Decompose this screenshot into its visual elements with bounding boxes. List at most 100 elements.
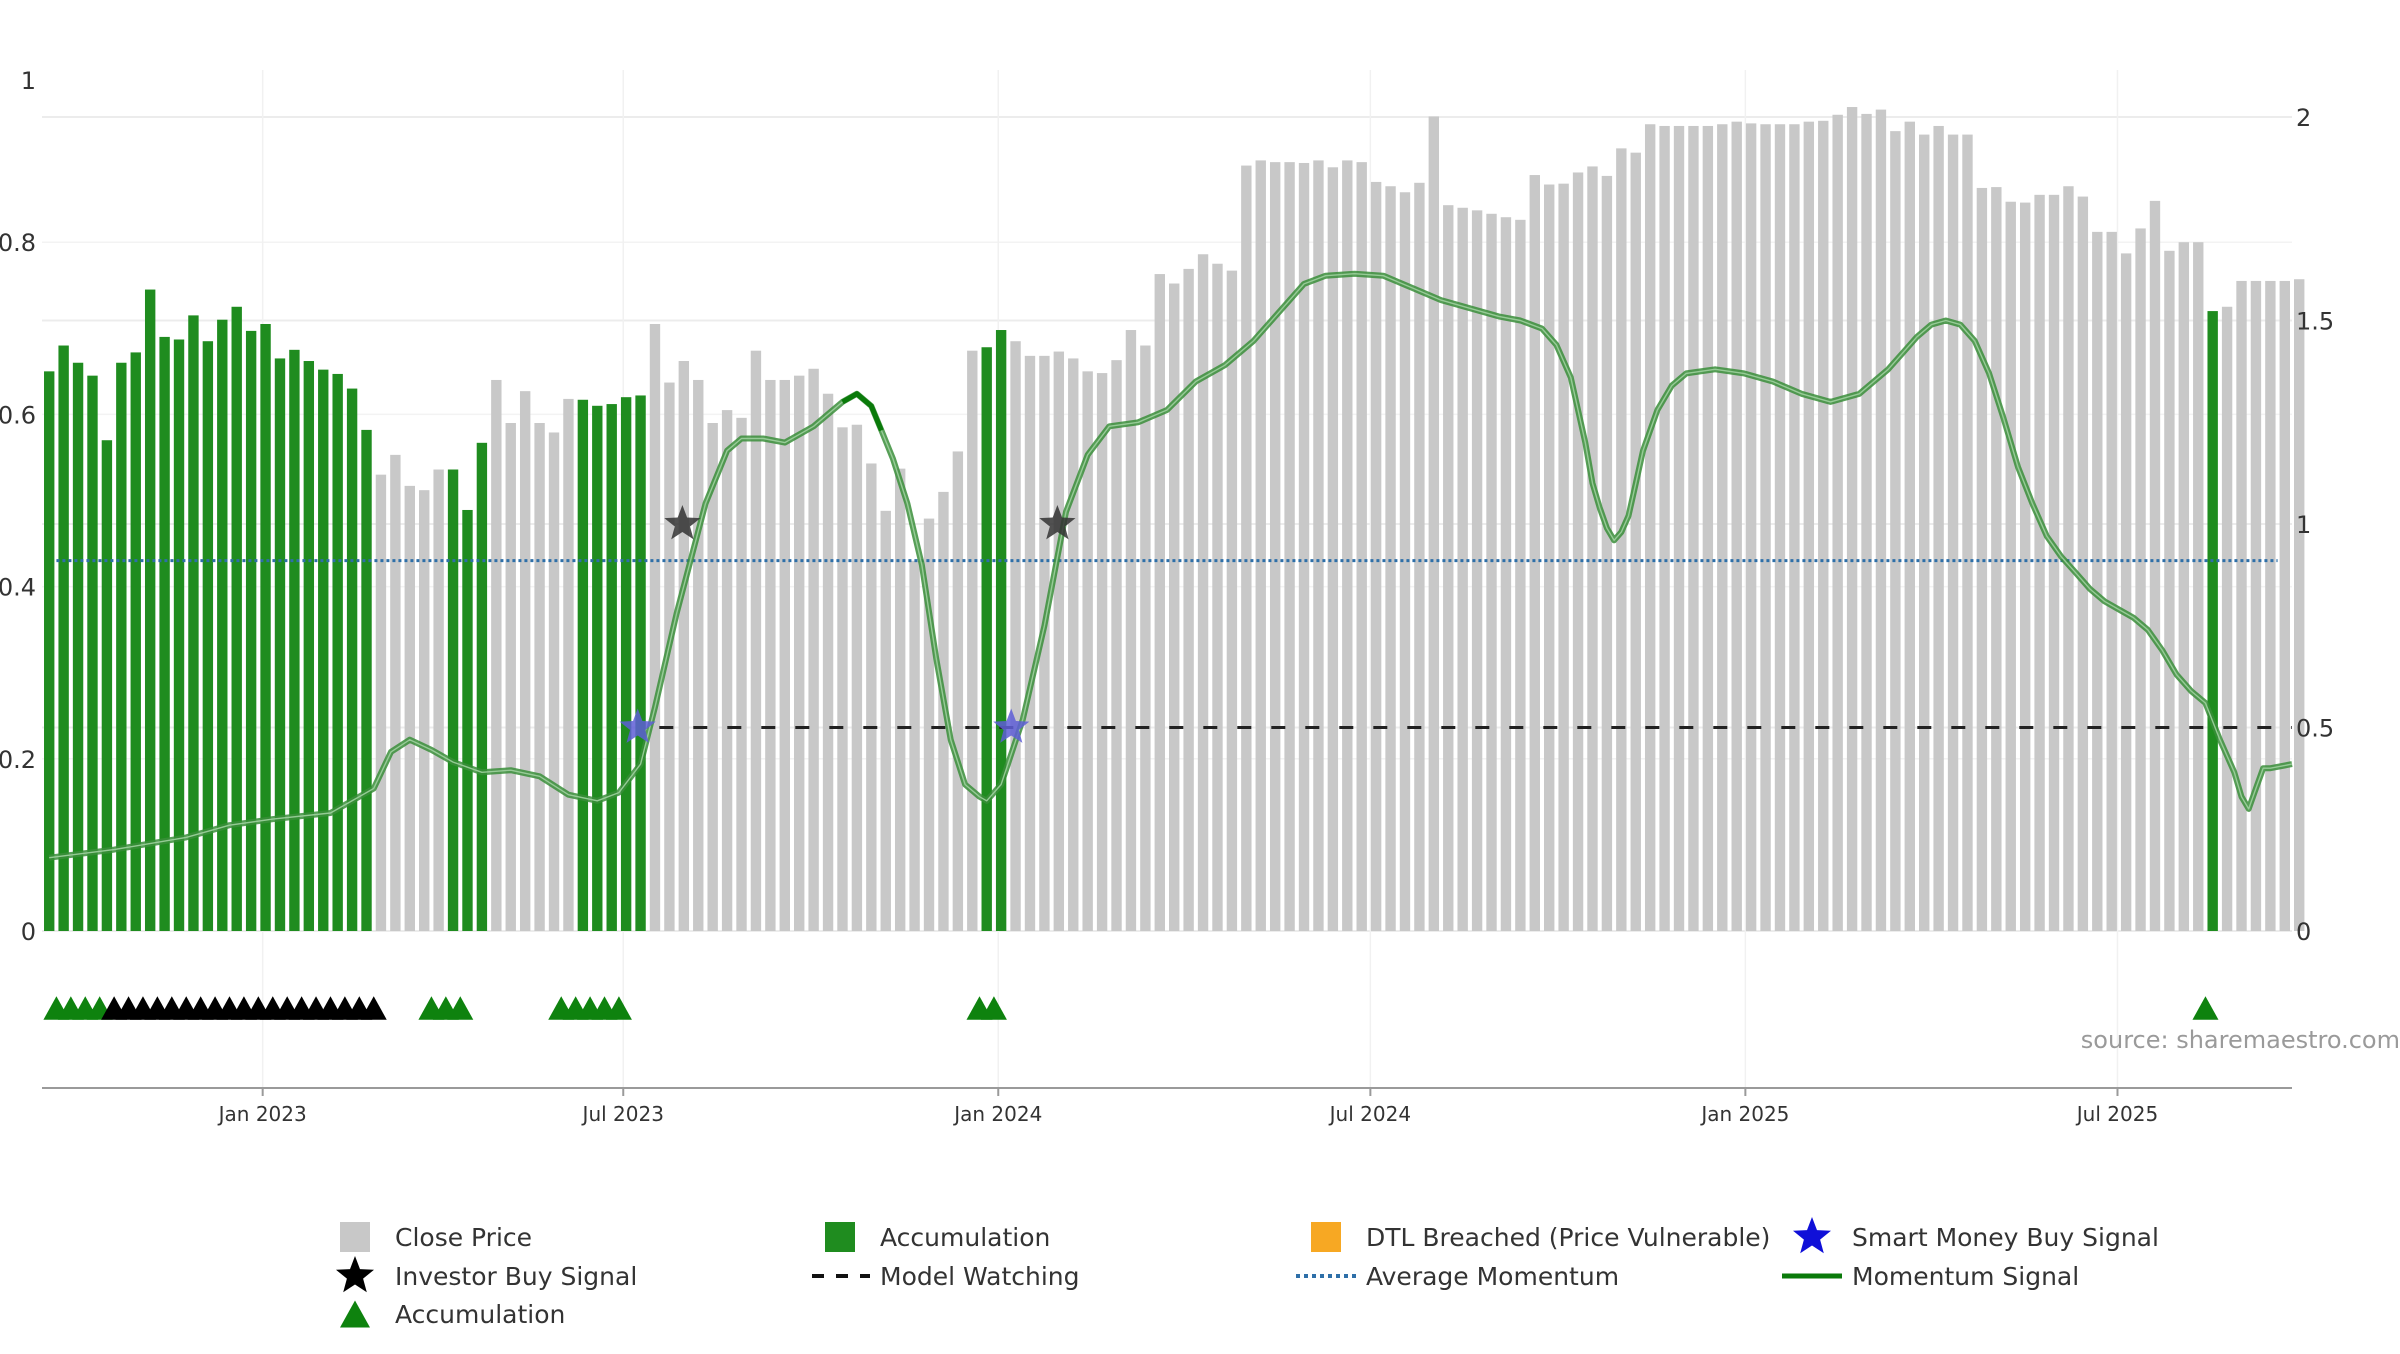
close-price-bar: [1096, 373, 1108, 931]
legend-item-momentum: Momentum Signal: [1782, 1262, 2079, 1291]
close-price-bar: [1846, 107, 1858, 931]
close-price-bar: [750, 350, 762, 931]
close-price-bar: [1284, 162, 1295, 931]
source-label: source: sharemaestro.com: [2081, 1026, 2400, 1054]
close-price-bar: [779, 379, 790, 932]
close-price-bar: [1976, 187, 1988, 931]
legend-item-accumulation_bar: Accumulation: [825, 1222, 1050, 1252]
close-price-bar: [1500, 217, 1512, 931]
close-price-bar: [1587, 166, 1598, 931]
close-price-bar: [1832, 114, 1843, 932]
close-price-bar: [1313, 160, 1324, 931]
accumulation-bar: [332, 373, 343, 932]
signal-triangles: [43, 996, 2219, 1020]
legend-square-icon: [1311, 1222, 1341, 1252]
accumulation-bar: [2207, 311, 2218, 932]
close-price-bar: [808, 368, 819, 932]
close-price-bar: [2221, 306, 2233, 931]
accumulation-bar: [318, 369, 329, 931]
x-tick-label: Jan 2025: [1699, 1102, 1789, 1126]
close-price-bar: [1947, 134, 1959, 931]
accumulation-bar: [361, 429, 372, 931]
close-price-bar: [404, 485, 415, 931]
close-price-bar: [1197, 254, 1209, 931]
close-price-bar: [1486, 213, 1497, 932]
close-price-bar: [563, 398, 574, 932]
close-price-bar: [1529, 175, 1540, 932]
close-price-bar: [2077, 196, 2089, 931]
accumulation-triangle: [605, 996, 632, 1020]
close-price-bar: [1226, 270, 1238, 931]
legend-item-accum_triangle: Accumulation: [340, 1300, 565, 1329]
accumulation-bar: [101, 440, 113, 931]
close-price-bar: [1039, 355, 1050, 931]
accumulation-bar: [173, 339, 185, 931]
accumulation-triangle: [2192, 996, 2219, 1020]
legend-item-smart_money: Smart Money Buy Signal: [1793, 1217, 2159, 1254]
accumulation-bar: [217, 319, 228, 931]
close-price-bar: [534, 423, 545, 931]
x-tick-label: Jan 2023: [217, 1102, 307, 1126]
close-price-bar: [765, 379, 776, 932]
accumulation-bar: [260, 323, 271, 931]
close-price-bar: [1774, 124, 1786, 932]
close-price-bar: [1601, 175, 1613, 931]
close-price-bar: [837, 427, 848, 931]
investor-triangle: [360, 996, 387, 1020]
legend-label: Smart Money Buy Signal: [1852, 1223, 2159, 1252]
close-price-bar: [2178, 242, 2190, 931]
close-price-bar: [1515, 219, 1526, 932]
close-price-bar: [1933, 125, 1944, 932]
close-price-bar: [1111, 360, 1122, 932]
close-price-bar: [1241, 165, 1252, 932]
close-price-bar: [1125, 330, 1137, 932]
accumulation-bar: [577, 399, 589, 931]
close-price-bar: [1991, 187, 2002, 931]
close-price-bar: [678, 361, 690, 931]
close-price-bar: [2019, 202, 2031, 931]
accumulation-bar: [981, 347, 992, 931]
legend-item-investor: Investor Buy Signal: [336, 1256, 637, 1293]
close-price-bar: [894, 468, 906, 931]
close-price-bar: [2265, 280, 2276, 931]
close-price-bar: [2193, 242, 2204, 931]
x-tick-label: Jul 2023: [581, 1102, 664, 1126]
legend-label: Accumulation: [880, 1223, 1050, 1252]
x-tick-label: Jan 2024: [952, 1102, 1042, 1126]
accumulation-bar: [188, 315, 199, 931]
close-price-bar: [851, 424, 863, 931]
x-tick-label: Jul 2025: [2075, 1102, 2158, 1126]
momentum-signal-strong-segment: [841, 391, 884, 432]
close-price-bar: [2294, 279, 2305, 931]
right-tick-label: 2: [2296, 104, 2311, 132]
close-price-bar: [693, 379, 704, 932]
accumulation-bar: [447, 469, 459, 931]
close-price-bar: [1702, 125, 1714, 932]
close-price-bar: [1962, 134, 1973, 931]
close-price-bar: [1082, 371, 1093, 932]
accumulation-bar: [274, 358, 286, 931]
close-price-bar: [1717, 124, 1728, 932]
close-price-bar: [1818, 120, 1829, 931]
right-tick-label: 0: [2296, 918, 2311, 946]
close-price-bar: [2135, 228, 2146, 931]
axes: 0 0.2 0.4 0.6 0.8 1 0 0.5 1 1.5 2 Jan 2023 Jul 2023 J…: [0, 67, 2334, 1126]
smart-money-star: [993, 708, 1030, 743]
close-price-bar: [1731, 121, 1742, 931]
close-price-bar: [2279, 280, 2290, 931]
signal-markers: [619, 505, 1076, 743]
close-price-bar: [375, 474, 387, 931]
right-tick-label: 0.5: [2296, 715, 2334, 743]
accumulation-bar: [44, 371, 55, 932]
close-price-bar: [1630, 152, 1641, 931]
close-price-bar: [1673, 125, 1685, 932]
close-price-bar: [1327, 167, 1339, 932]
close-price-bar: [2034, 194, 2045, 932]
close-price-bar: [548, 432, 560, 931]
close-price-bar: [1457, 207, 1468, 931]
close-price-bar: [967, 350, 978, 931]
momentum-signal-highlight: [49, 273, 2293, 859]
close-price-bar: [1471, 210, 1483, 931]
close-price-bar: [1558, 183, 1569, 932]
